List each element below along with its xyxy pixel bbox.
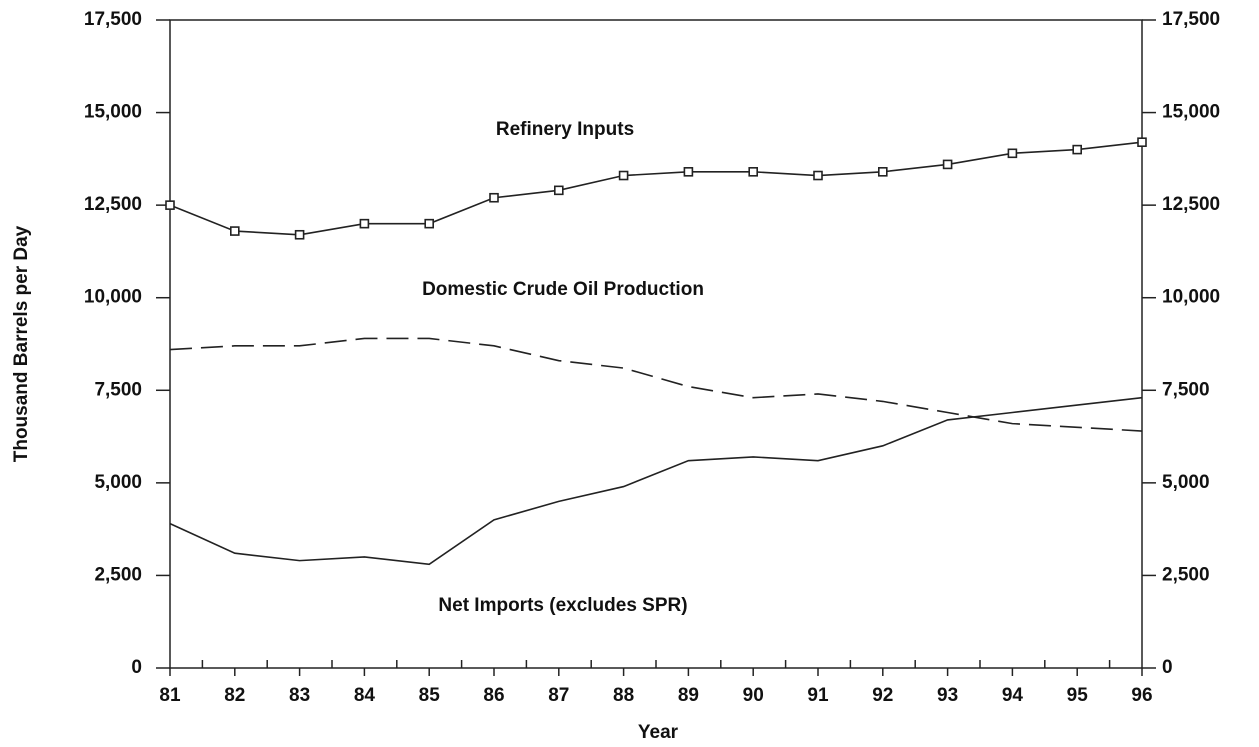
series-marker	[748, 167, 759, 177]
y-tick-label: 10,000	[84, 287, 142, 308]
x-tick-label: 85	[419, 685, 441, 706]
x-tick-label: 82	[224, 685, 245, 706]
series-marker	[683, 167, 694, 177]
series-marker	[1007, 148, 1018, 159]
x-tick-label: 90	[743, 685, 764, 706]
x-tick-label: 92	[872, 685, 893, 706]
y2-tick-label: 5,000	[1162, 472, 1210, 493]
y2-tick-label: 10,000	[1162, 287, 1220, 308]
x-tick-label: 89	[678, 685, 699, 706]
y-tick-label: 7,500	[94, 379, 142, 400]
series-marker	[1072, 144, 1082, 155]
y-tick-label: 17,500	[84, 9, 142, 30]
x-tick-label: 81	[159, 685, 181, 706]
series-label: Net Imports (excludes SPR)	[438, 595, 687, 616]
y2-tick-label: 0	[1162, 657, 1173, 678]
series-label: Refinery Inputs	[496, 119, 634, 140]
x-tick-label: 94	[1002, 685, 1024, 706]
series-line	[169, 141, 1143, 236]
y2-tick-label: 17,500	[1162, 9, 1220, 30]
x-tick-label: 86	[483, 685, 504, 706]
y2-tick-label: 2,500	[1162, 564, 1210, 585]
series-line	[169, 337, 1143, 432]
series-marker	[1137, 137, 1147, 147]
x-tick-label: 88	[613, 685, 634, 706]
series-marker	[553, 185, 564, 196]
series-marker	[424, 218, 435, 229]
x-tick-label: 93	[937, 685, 958, 706]
y2-tick-label: 15,000	[1162, 102, 1220, 123]
y-tick-label: 2,500	[94, 564, 142, 585]
series-marker	[230, 226, 240, 236]
series-marker	[489, 192, 499, 203]
x-tick-label: 96	[1131, 685, 1152, 706]
x-tick-label: 91	[807, 685, 829, 706]
y-tick-label: 12,500	[84, 194, 142, 215]
series-marker	[813, 170, 823, 181]
x-tick-label: 84	[354, 685, 376, 706]
series-marker	[165, 200, 175, 210]
series-label: Domestic Crude Oil Production	[422, 279, 704, 300]
x-tick-label: 95	[1067, 685, 1089, 706]
x-axis-label: Year	[638, 722, 679, 743]
y-tick-label: 0	[131, 657, 142, 678]
y-axis-label: Thousand Barrels per Day	[11, 225, 32, 462]
series-marker	[942, 159, 953, 170]
plot-frame	[169, 19, 1143, 669]
series-marker	[294, 229, 305, 240]
y2-tick-label: 12,500	[1162, 194, 1220, 215]
series-line	[169, 396, 1143, 566]
series-marker	[877, 167, 888, 177]
series-marker	[618, 170, 629, 181]
y-tick-label: 5,000	[94, 472, 142, 493]
y2-tick-label: 7,500	[1162, 379, 1210, 400]
x-tick-label: 87	[548, 685, 569, 706]
series-marker	[359, 218, 370, 229]
y-tick-label: 15,000	[84, 102, 142, 123]
x-tick-label: 83	[289, 685, 310, 706]
